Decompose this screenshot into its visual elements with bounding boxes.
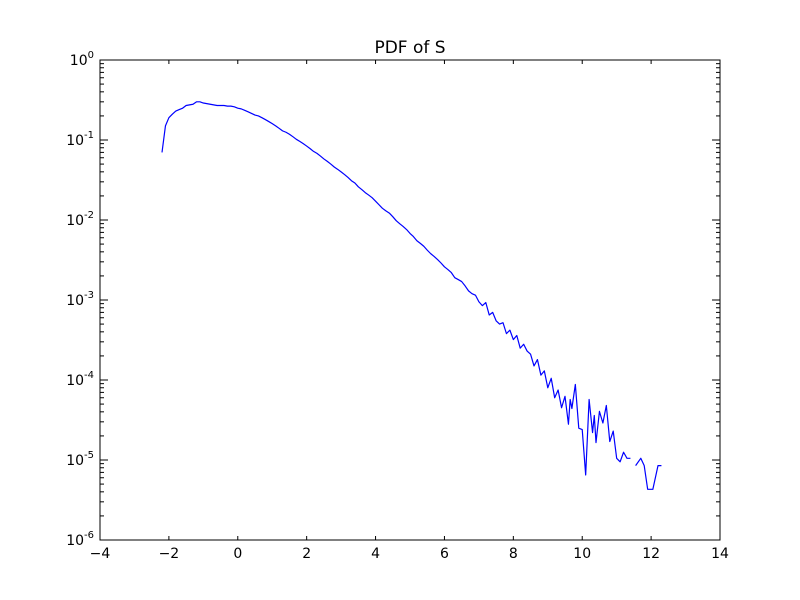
axis-tick-labels: −4 −2 0 2 4 6 8 10 12 1410010-110-210-310-410-510…: [66, 50, 729, 562]
y-tick-label: 10-4: [66, 370, 94, 389]
series-line-segment: [161, 101, 631, 476]
y-tick-exponent: -1: [84, 130, 94, 141]
plot-area: [99, 59, 721, 541]
x-tick-label: 6: [440, 546, 449, 562]
x-tick-label: 2: [302, 546, 311, 562]
y-tick-label: 10-2: [66, 210, 94, 229]
x-tick-label: 4: [371, 546, 380, 562]
y-tick-exponent: -4: [84, 370, 94, 381]
y-tick-label: 100: [70, 50, 94, 69]
x-tick-label: 14: [711, 546, 729, 562]
y-tick-label: 10-5: [66, 450, 94, 469]
y-tick-base: 10: [66, 373, 84, 389]
y-tick-base: 10: [70, 53, 88, 69]
x-tick-label: 0: [233, 546, 242, 562]
y-tick-base: 10: [66, 213, 84, 229]
y-tick-base: 10: [66, 533, 84, 549]
y-tick-base: 10: [66, 133, 84, 149]
x-tick-label: −4: [90, 546, 111, 562]
y-tick-exponent: -6: [84, 530, 94, 541]
y-tick-base: 10: [66, 293, 84, 309]
y-tick-label: 10-1: [66, 130, 94, 149]
y-tick-exponent: 0: [88, 50, 94, 61]
chart-title: PDF of S: [374, 38, 445, 58]
y-tick-exponent: -5: [84, 450, 94, 461]
x-tick-label: 8: [509, 546, 518, 562]
series-group: [161, 101, 662, 490]
y-tick-exponent: -2: [84, 210, 94, 221]
y-tick-label: 10-6: [66, 530, 94, 549]
axis-ticks: [99, 59, 721, 541]
y-tick-exponent: -3: [84, 290, 94, 301]
y-tick-base: 10: [66, 453, 84, 469]
x-tick-label: 10: [573, 546, 591, 562]
y-tick-label: 10-3: [66, 290, 94, 309]
x-tick-label: 12: [642, 546, 660, 562]
series-line-segment: [635, 457, 662, 490]
x-tick-label: −2: [159, 546, 180, 562]
axes-frame: [99, 59, 721, 541]
